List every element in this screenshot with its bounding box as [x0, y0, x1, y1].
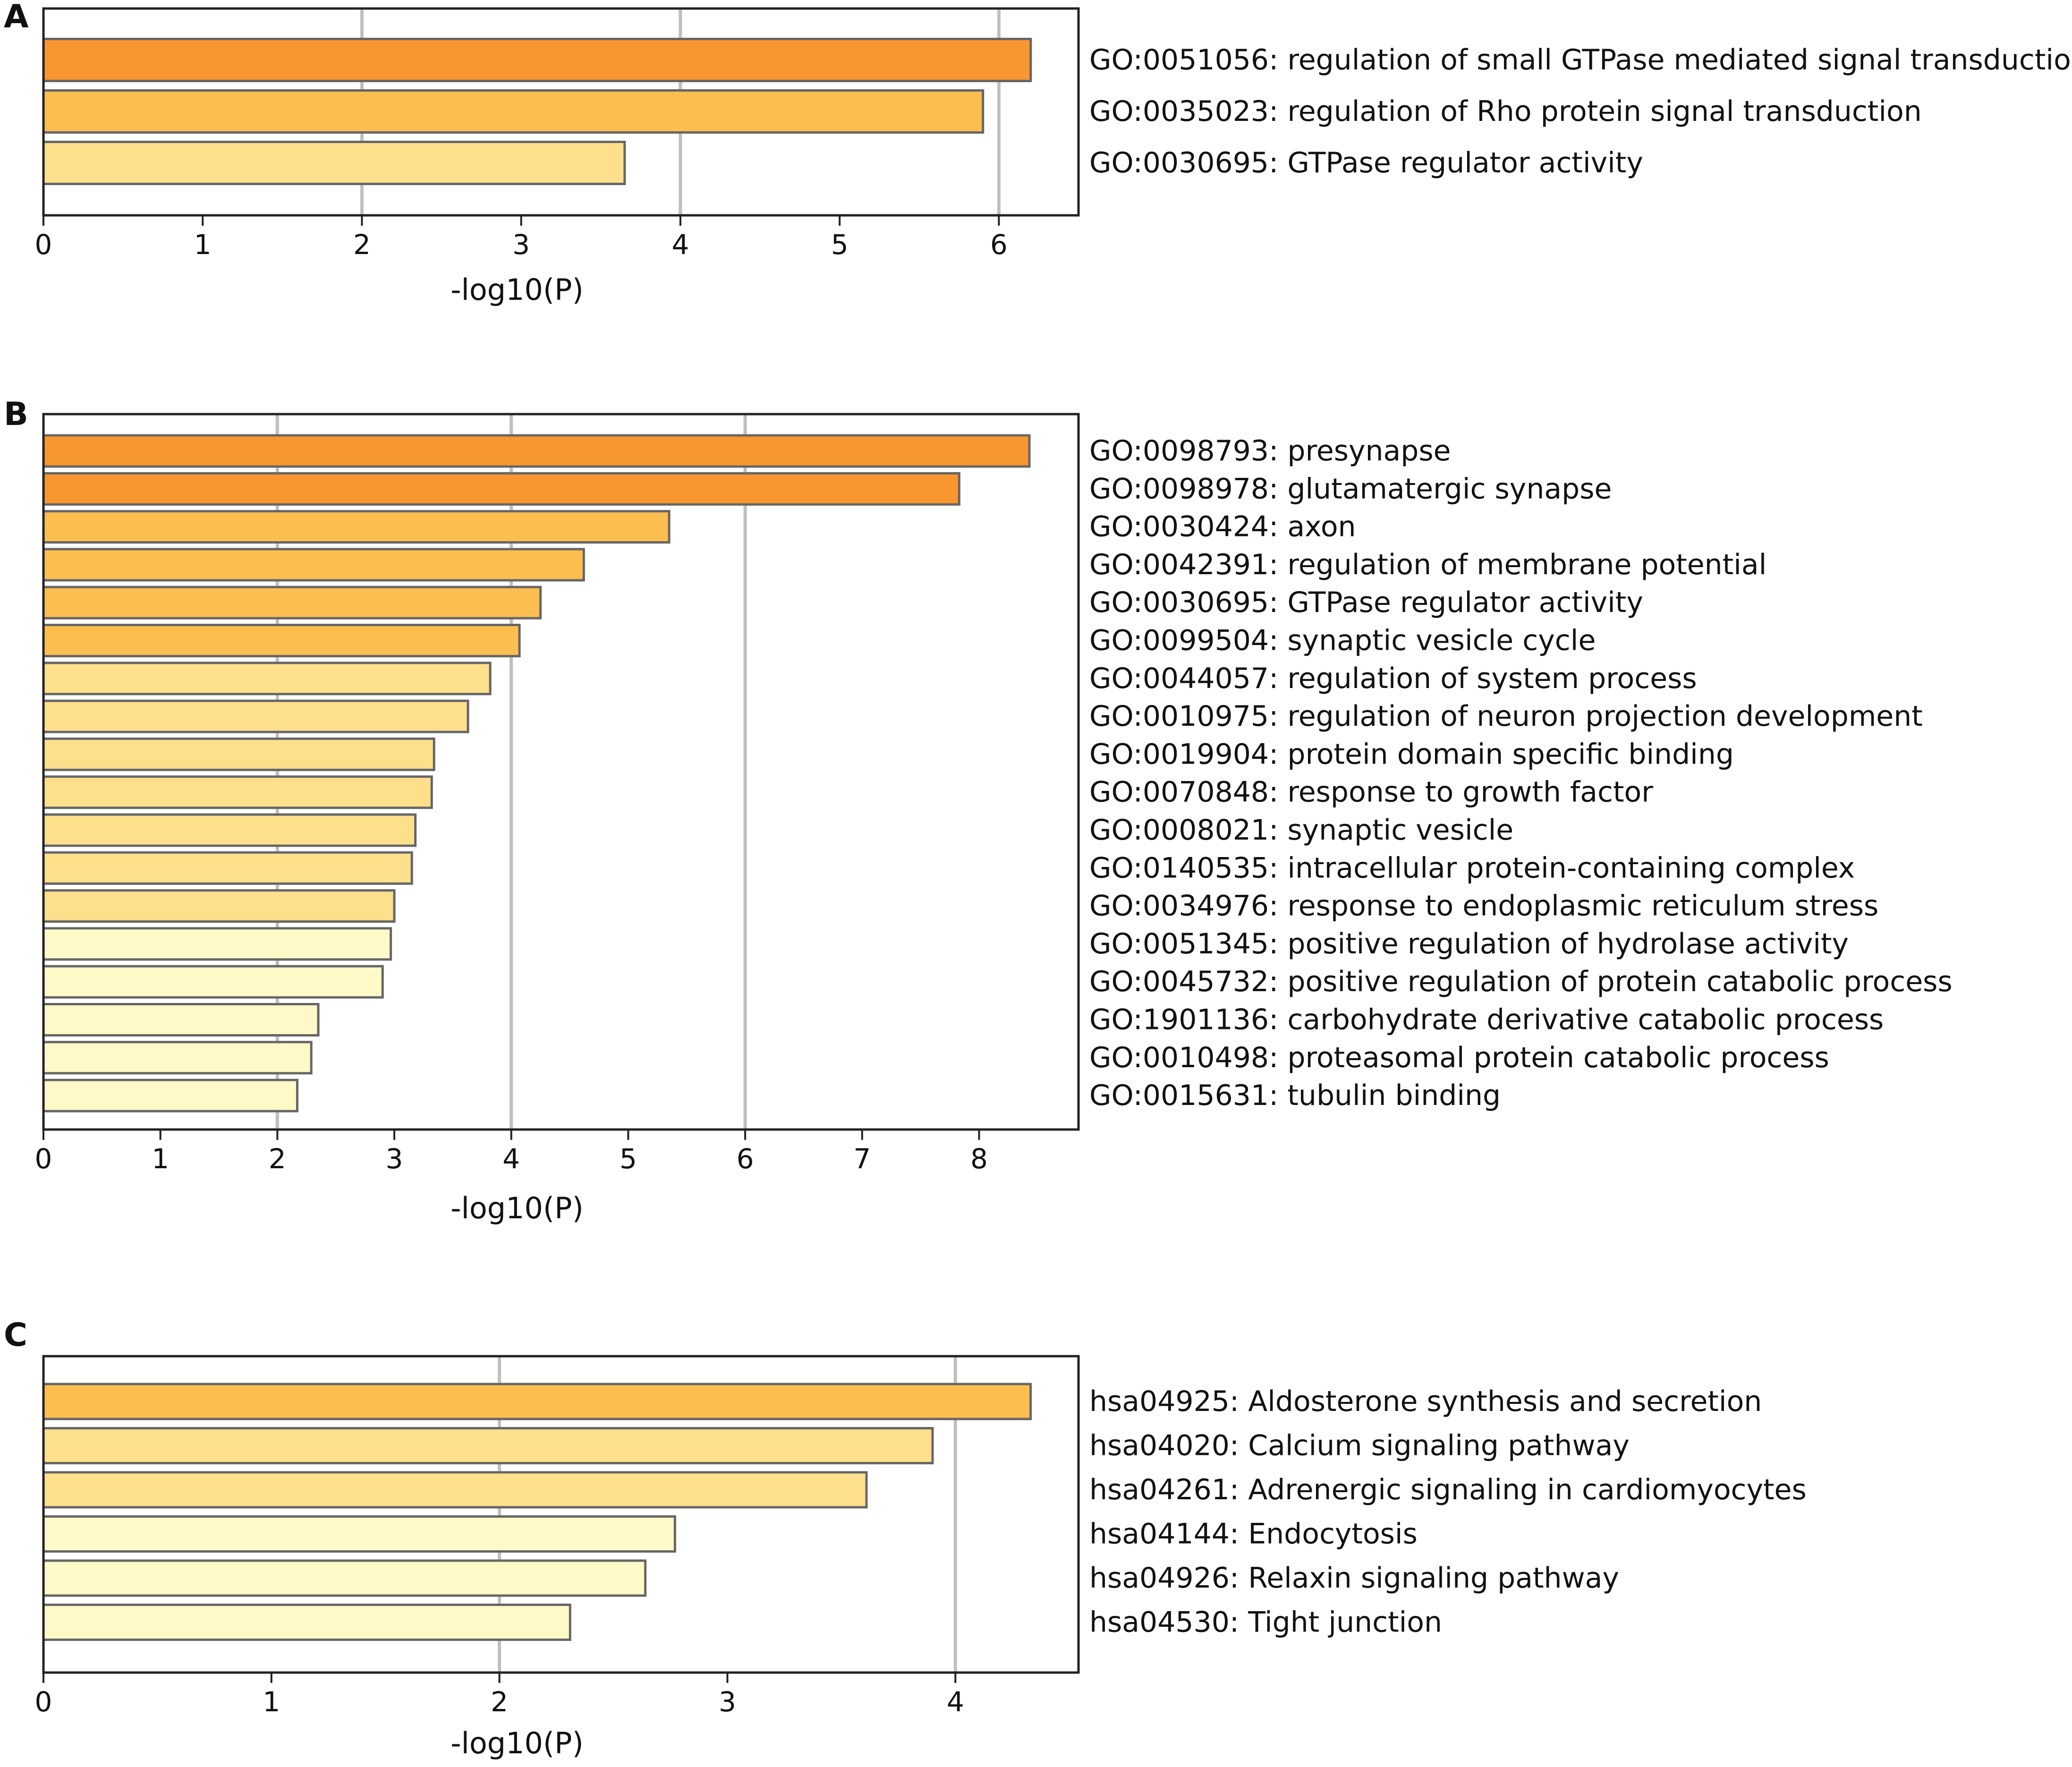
panel-a-tick-label: 5	[831, 229, 849, 261]
panel-a-tick-label: 2	[353, 229, 371, 261]
panel-b-category-label: GO:1901136: carbohydrate derivative cata…	[1089, 1003, 1884, 1036]
panel-a-bar	[42, 89, 985, 134]
panel-b-tick-label: 8	[970, 1143, 988, 1175]
panel-b-tick-label: 0	[35, 1143, 52, 1175]
panel-c-category-label: hsa04144: Endocytosis	[1089, 1518, 1418, 1551]
panel-c-bar	[42, 1471, 868, 1509]
panel-b-category-label: GO:0008021: synaptic vesicle	[1089, 814, 1513, 847]
panel-b-bar	[42, 624, 521, 657]
panel-b-bar	[42, 1003, 320, 1036]
panel-c-bar	[42, 1427, 934, 1464]
panel-b-category-label: GO:0098793: presynapse	[1089, 434, 1451, 467]
panel-b-go-enrichment-chart: B 0 1 2 3 4 5 6 7 8 -log10(P) GO:0098793: presyn…	[4, 396, 1953, 1225]
panel-b-bar	[42, 472, 960, 506]
panel-b-bars	[42, 434, 1031, 1113]
panel-b-bar	[42, 548, 585, 582]
panel-c-category-label: hsa04926: Relaxin signaling pathway	[1089, 1562, 1619, 1595]
panel-c-bar	[42, 1604, 571, 1641]
panel-b-tick-label: 7	[853, 1143, 871, 1175]
panel-c-bar	[42, 1515, 676, 1553]
panel-b-bar	[42, 434, 1031, 468]
panel-c-tick-label: 1	[263, 1686, 280, 1718]
panel-b-bar	[42, 1041, 313, 1075]
panel-b-category-label: GO:0010498: proteasomal protein cataboli…	[1089, 1041, 1829, 1074]
panel-c-bar	[42, 1383, 1032, 1420]
panel-b-bar	[42, 965, 384, 999]
panel-b-bar	[42, 662, 492, 696]
panel-a-category-label: GO:0051056: regulation of small GTPase m…	[1089, 43, 2072, 76]
panel-b-category-label: GO:0042391: regulation of membrane poten…	[1089, 548, 1766, 581]
panel-b-category-label: GO:0098978: glutamatergic synapse	[1089, 472, 1612, 505]
panel-a-plot-frame	[42, 7, 1080, 217]
panel-b-category-label: GO:0044057: regulation of system process	[1089, 662, 1697, 695]
panel-c-category-label: hsa04925: Aldosterone synthesis and secr…	[1089, 1385, 1762, 1418]
panel-c-category-label: hsa04530: Tight junction	[1089, 1606, 1442, 1639]
panel-b-tick-label: 6	[737, 1143, 754, 1175]
panel-b-category-label: GO:0030695: GTPase regulator activity	[1089, 586, 1643, 619]
panel-b-bar	[42, 927, 392, 961]
panel-b-tick-label: 1	[152, 1143, 169, 1175]
panel-b-bar	[42, 1079, 298, 1113]
panel-c-category-label: hsa04020: Calcium signaling pathway	[1089, 1429, 1630, 1462]
panel-b-bar	[42, 586, 542, 620]
panel-b-tick-label: 2	[269, 1143, 286, 1175]
panel-c-tick-label: 2	[491, 1686, 508, 1718]
panel-b-category-label: GO:0019904: protein domain specific bind…	[1089, 738, 1734, 771]
panel-b-category-label: GO:0140535: intracellular protein-contai…	[1089, 851, 1855, 884]
panel-letter-a: A	[4, 0, 29, 35]
panel-letter-b: B	[4, 396, 28, 433]
panel-b-x-axis-title: -log10(P)	[450, 1191, 584, 1225]
panel-c-kegg-enrichment-chart: C 0 1 2 3 4 -log10(P) hsa04925: Aldosterone …	[4, 1317, 1807, 1760]
panel-b-category-label: GO:0070848: response to growth factor	[1089, 776, 1653, 809]
panel-b-tick-label: 3	[386, 1143, 403, 1175]
panel-b-plot-frame	[42, 413, 1080, 1131]
panel-b-category-label: GO:0034976: response to endoplasmic reti…	[1089, 890, 1878, 923]
panel-b-tick-label: 4	[502, 1143, 520, 1175]
panel-a-x-axis-title: -log10(P)	[450, 272, 584, 307]
panel-c-plot-frame	[42, 1355, 1080, 1674]
panel-c-bar	[42, 1559, 647, 1597]
panel-a-tick-label: 1	[194, 229, 212, 261]
panel-b-category-label: GO:0030424: axon	[1089, 510, 1356, 544]
panel-b-bar	[42, 851, 413, 885]
panel-a-category-labels: GO:0051056: regulation of small GTPase m…	[1089, 43, 2072, 179]
panel-a-go-enrichment-chart: A 0 1 2 3 4 5 6 -log10(P) GO:0051056: regulati…	[4, 0, 2072, 307]
panel-a-bar	[42, 141, 626, 185]
panel-c-tick-label: 4	[947, 1686, 964, 1718]
panel-c-x-axis-title: -log10(P)	[450, 1726, 584, 1760]
panel-b-category-label: GO:0099504: synaptic vesicle cycle	[1089, 624, 1596, 657]
panel-b-bar	[42, 699, 469, 733]
panel-c-bars	[42, 1383, 1032, 1641]
panel-a-bar	[42, 38, 1032, 82]
panel-b-bar	[42, 889, 396, 923]
panel-c-category-labels: hsa04925: Aldosterone synthesis and secr…	[1089, 1385, 1807, 1639]
panel-c-tick-label: 0	[35, 1686, 52, 1718]
panel-b-category-labels: GO:0098793: presynapse GO:0098978: glutam…	[1089, 434, 1953, 1112]
panel-b-category-label: GO:0045732: positive regulation of prote…	[1089, 965, 1953, 998]
panel-a-tick-label: 4	[671, 229, 689, 261]
panel-b-bar	[42, 510, 671, 544]
panel-b-x-axis-ticks: 0 1 2 3 4 5 6 7 8	[35, 1130, 988, 1175]
panel-a-tick-label: 3	[512, 229, 530, 261]
panel-c-tick-label: 3	[719, 1686, 736, 1718]
panel-b-category-label: GO:0015631: tubulin binding	[1089, 1079, 1501, 1112]
panel-a-x-axis-ticks: 0 1 2 3 4 5 6	[35, 215, 1008, 261]
panel-b-bar	[42, 737, 435, 771]
panel-a-tick-label: 6	[990, 229, 1008, 261]
panel-letter-c: C	[4, 1317, 27, 1354]
panel-c-x-axis-ticks: 0 1 2 3 4	[35, 1673, 964, 1718]
panel-a-tick-label: 0	[35, 229, 52, 261]
panel-c-category-label: hsa04261: Adrenergic signaling in cardio…	[1089, 1473, 1807, 1506]
panel-a-bars	[42, 38, 1032, 185]
panel-b-category-label: GO:0010975: regulation of neuron project…	[1089, 700, 1923, 733]
panel-a-category-label: GO:0035023: regulation of Rho protein si…	[1089, 95, 1922, 128]
panel-a-category-label: GO:0030695: GTPase regulator activity	[1089, 146, 1643, 179]
panel-b-bar	[42, 813, 417, 847]
panel-b-category-label: GO:0051345: positive regulation of hydro…	[1089, 927, 1849, 960]
panel-b-tick-label: 5	[620, 1143, 637, 1175]
panel-b-bar	[42, 775, 433, 809]
